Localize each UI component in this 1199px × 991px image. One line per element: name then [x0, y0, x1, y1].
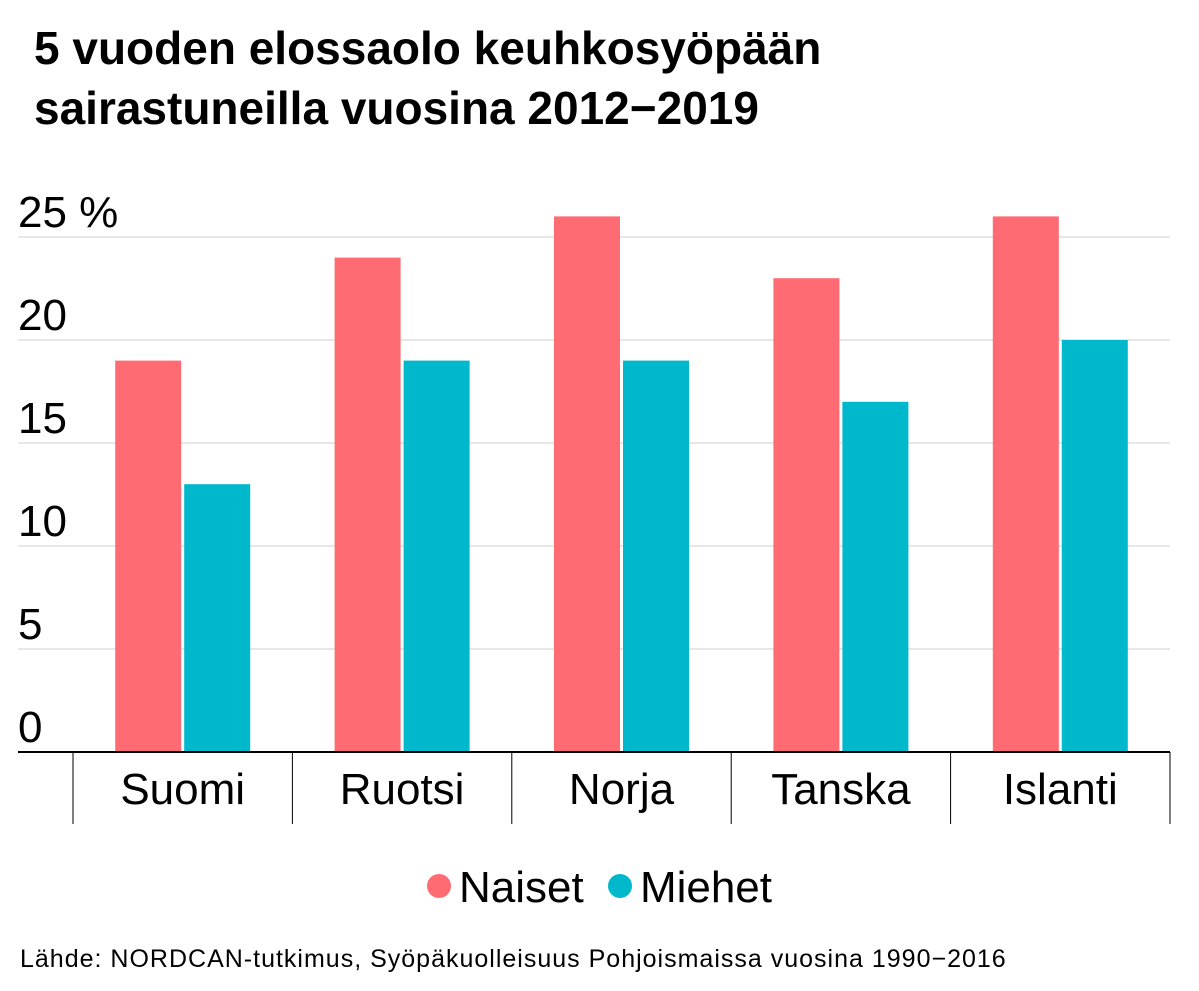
legend-label-miehet: Miehet	[639, 863, 773, 912]
bar-ruotsi-miehet	[403, 360, 470, 752]
y-tick-label: 15	[18, 394, 67, 443]
y-tick-label: 5	[18, 600, 42, 649]
legend-item-miehet: Miehet	[607, 862, 773, 914]
x-axis: Suomi Ruotsi Norja Tanska Islanti	[18, 751, 1171, 824]
legend-dot-naiset	[426, 874, 451, 899]
bar-suomi-miehet	[184, 484, 251, 752]
x-tick-label: Islanti	[1003, 765, 1118, 814]
bar-norja-naiset	[554, 216, 620, 752]
y-tick-label: 10	[18, 497, 67, 546]
source-note: Lähde: NORDCAN-tutkimus, Syöpäkuolleisuu…	[20, 945, 1007, 973]
bar-tanska-naiset	[773, 278, 840, 752]
x-tick-label: Ruotsi	[340, 765, 465, 814]
y-tick-label: 20	[18, 291, 67, 340]
x-tick-label: Norja	[569, 765, 675, 814]
bars	[115, 216, 1128, 752]
y-tick-label: 25 %	[18, 188, 118, 237]
legend: Naiset Miehet	[0, 862, 1199, 914]
bar-islanti-miehet	[1061, 340, 1128, 752]
x-tick-label: Tanska	[771, 765, 911, 814]
legend-dot-miehet	[607, 874, 632, 899]
title-line-2: sairastuneilla vuosina 2012−2019	[34, 82, 759, 134]
bar-islanti-naiset	[992, 216, 1059, 752]
chart-title: 5 vuoden elossaolo keuhkosyöpään sairast…	[34, 18, 821, 138]
bar-tanska-miehet	[842, 401, 909, 752]
x-tick-label: Suomi	[120, 765, 245, 814]
y-tick-label: 0	[18, 703, 42, 752]
title-line-1: 5 vuoden elossaolo keuhkosyöpään	[34, 22, 822, 74]
bar-norja-miehet	[623, 360, 689, 752]
bar-ruotsi-naiset	[334, 257, 401, 752]
legend-item-naiset: Naiset	[426, 862, 584, 914]
bar-suomi-naiset	[115, 360, 182, 752]
legend-label-naiset: Naiset	[458, 863, 584, 912]
y-axis-ticks: 0 5 10 15 20 25 %	[18, 188, 118, 752]
bar-chart: 0 5 10 15 20 25 % Suomi Ruotsi Norja Tanska Islan…	[18, 188, 1171, 824]
